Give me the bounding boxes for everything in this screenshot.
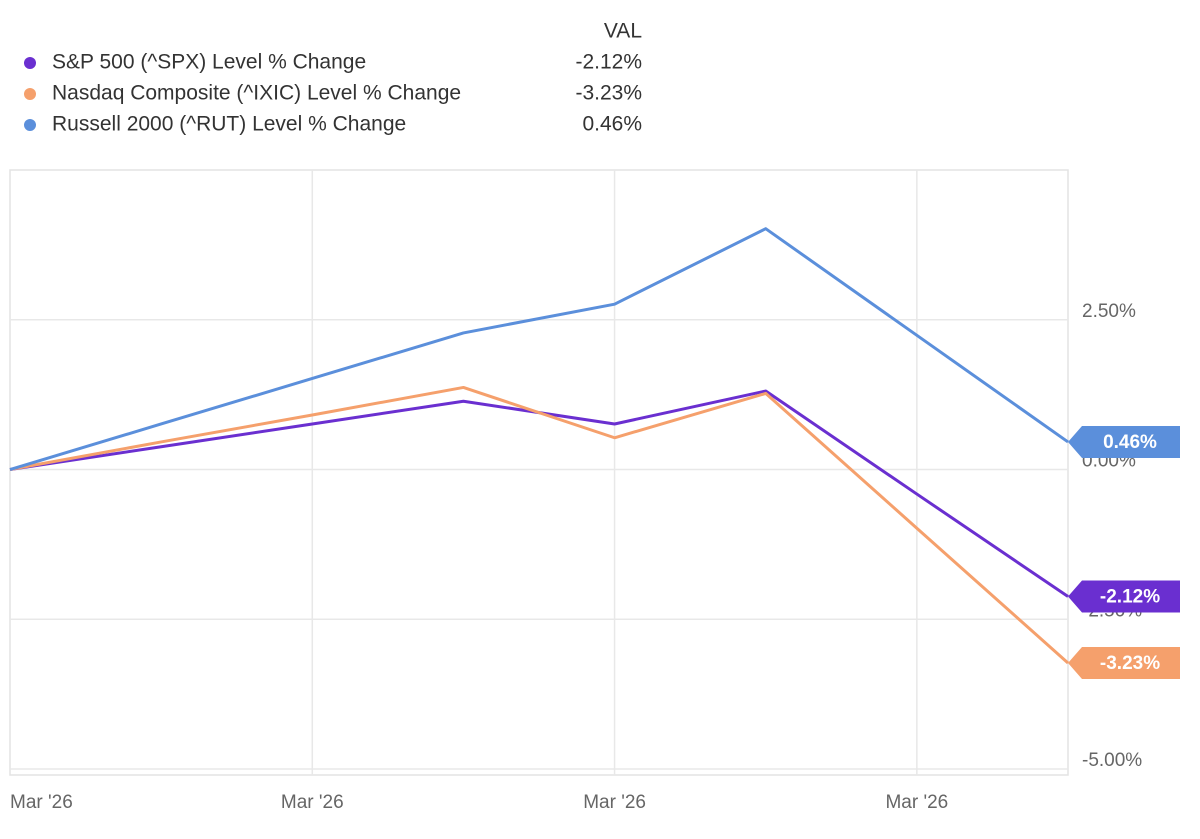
series-line bbox=[9, 385, 1069, 665]
end-label: 0.46% bbox=[1103, 432, 1157, 453]
legend-marker bbox=[24, 119, 36, 131]
legend-header: VAL bbox=[604, 20, 642, 43]
end-label: -2.12% bbox=[1100, 587, 1160, 608]
end-label-tag bbox=[1068, 646, 1180, 679]
legend-label: S&P 500 (^SPX) Level % Change bbox=[52, 51, 366, 74]
y-tick-label: 2.50% bbox=[1082, 301, 1136, 322]
y-tick-label: -5.00% bbox=[1082, 750, 1142, 771]
series-line bbox=[9, 227, 1069, 471]
legend-value: -3.23% bbox=[575, 82, 642, 105]
legend-value: -2.12% bbox=[575, 51, 642, 74]
x-tick-label: Mar '26 bbox=[10, 792, 73, 813]
end-label-tag bbox=[1068, 425, 1180, 458]
legend-marker bbox=[24, 88, 36, 100]
legend-marker bbox=[24, 57, 36, 69]
plot-frame bbox=[9, 169, 1069, 776]
end-label: -3.23% bbox=[1100, 653, 1160, 674]
legend-label: Russell 2000 (^RUT) Level % Change bbox=[52, 113, 406, 136]
x-tick-label: Mar '26 bbox=[885, 792, 948, 813]
legend-value: 0.46% bbox=[582, 113, 642, 136]
x-tick-label: Mar '26 bbox=[583, 792, 646, 813]
x-tick-label: Mar '26 bbox=[281, 792, 344, 813]
legend-label: Nasdaq Composite (^IXIC) Level % Change bbox=[52, 82, 461, 105]
end-label-tag bbox=[1068, 580, 1180, 613]
